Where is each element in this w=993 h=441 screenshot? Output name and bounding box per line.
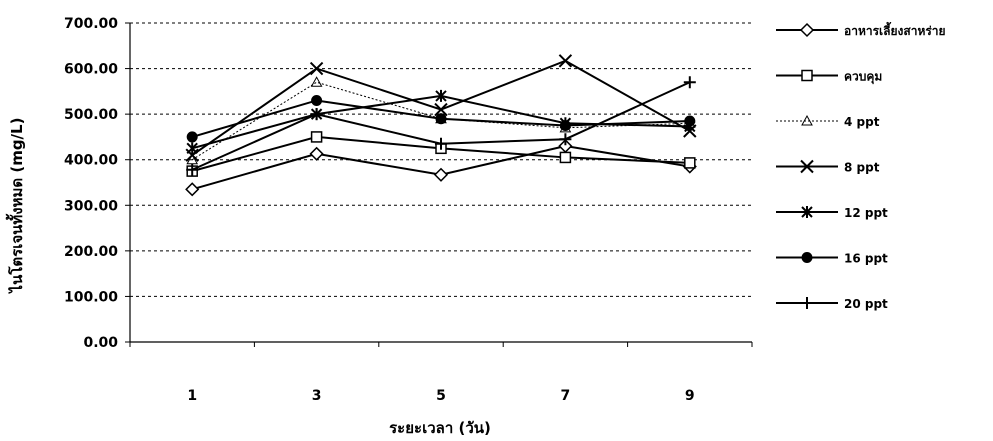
data-point (311, 94, 323, 106)
data-point (684, 115, 696, 127)
data-point (185, 182, 200, 197)
series-7 (186, 76, 696, 176)
data-point (186, 153, 199, 165)
legend-label: 8 ppt (844, 161, 880, 175)
series-1 (185, 138, 697, 197)
legend-label: 12 ppt (844, 206, 888, 220)
y-tick-label: 400.00 (64, 153, 118, 169)
data-point (683, 76, 696, 89)
x-tick-label: 7 (561, 388, 571, 404)
series-6 (186, 94, 696, 143)
legend-entry: 8 ppt (776, 159, 880, 175)
data-point (559, 133, 572, 146)
data-point (186, 131, 198, 143)
legend-marker (799, 22, 815, 38)
legend-entry: 16 ppt (776, 252, 888, 266)
y-tick-label: 700.00 (64, 16, 118, 32)
y-tick-label: 600.00 (64, 62, 118, 78)
y-tick-label: 500.00 (64, 107, 118, 123)
data-point (310, 108, 323, 121)
data-point (310, 76, 323, 87)
data-point (435, 137, 447, 150)
data-point (310, 131, 323, 143)
gridlines (130, 22, 752, 297)
x-tick-label: 5 (436, 388, 446, 404)
data-point (309, 146, 324, 161)
legend-entry: 12 ppt (776, 206, 888, 220)
x-tick-label: 9 (685, 388, 695, 404)
data-point (186, 163, 199, 176)
legend-label: 16 ppt (844, 252, 888, 266)
data-point (559, 120, 571, 132)
x-tick-label: 3 (312, 388, 322, 404)
y-tick-label: 200.00 (64, 244, 118, 260)
data-point (186, 142, 198, 155)
legend-entry: ควบคุม (776, 70, 882, 85)
data-point (684, 157, 696, 169)
x-tick-label: 1 (187, 388, 197, 404)
legend-label: 4 ppt (844, 115, 880, 129)
axes (129, 23, 752, 343)
data-point (559, 151, 572, 164)
legend-marker (801, 69, 813, 82)
legend-label: 20 ppt (844, 297, 888, 311)
x-axis-title: ระยะเวลา (วัน) (389, 419, 491, 437)
y-tick-label: 100.00 (64, 289, 118, 305)
data-point (433, 167, 449, 182)
legend-entry: 20 ppt (776, 297, 888, 311)
legend-marker (801, 114, 813, 126)
data-point (435, 113, 447, 125)
y-tick-label: 0.00 (83, 335, 118, 351)
y-tick-label: 300.00 (64, 198, 118, 214)
legend-marker (801, 297, 813, 309)
y-axis-title: ไนโตรเจนทั้งหมด (mg/L) (5, 118, 26, 295)
data-point (434, 102, 448, 117)
legend-marker (800, 159, 814, 174)
legend-label: ควบคุม (844, 70, 882, 85)
y-tick-labels: 0.00 100.00 200.00 300.00 400.00 500.00 600.00… (64, 16, 130, 351)
legend-entry: อาหารเลี้ยงสาหร่าย (776, 21, 946, 38)
x-tick-labels: 1 3 5 7 9 (129, 342, 753, 404)
legend-marker (801, 206, 813, 218)
legend-marker (801, 252, 813, 263)
legend-label: อาหารเลี้ยงสาหร่าย (844, 21, 946, 38)
data-point (309, 61, 324, 76)
series-lines (185, 54, 697, 197)
legend-entry: 4 ppt (776, 114, 880, 129)
data-point (558, 54, 573, 68)
data-point (435, 89, 447, 102)
